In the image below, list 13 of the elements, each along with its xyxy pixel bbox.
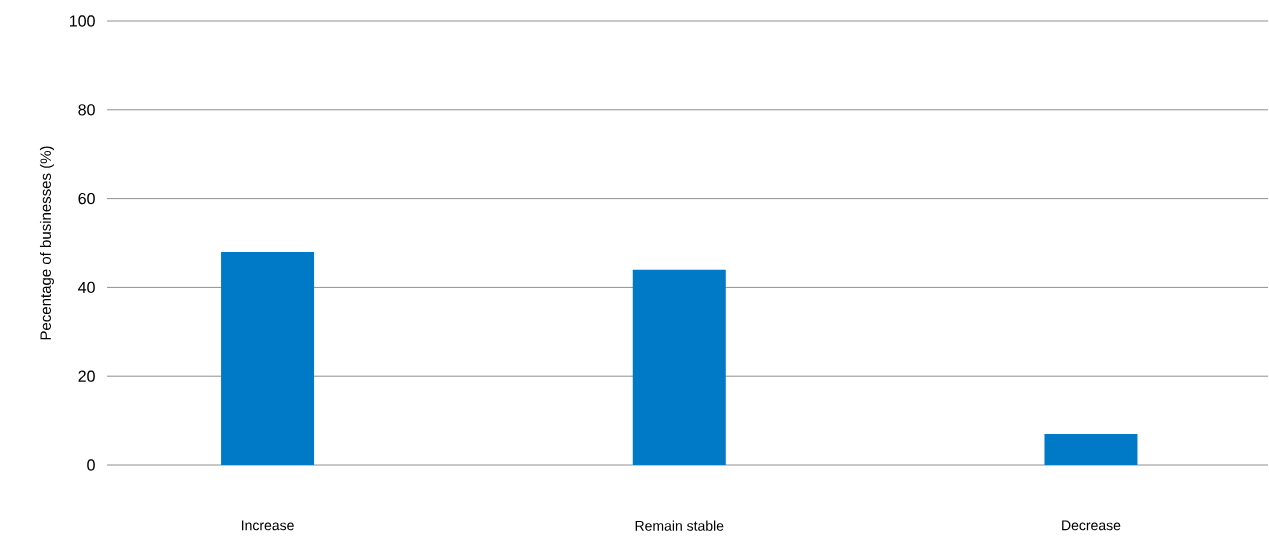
- y-tick-label: 80: [78, 104, 95, 116]
- bar: [1044, 433, 1138, 465]
- y-axis-title: Pecentage of businesses (%): [39, 146, 54, 340]
- y-tick-label: 20: [78, 370, 95, 382]
- y-tick-label: 0: [87, 459, 95, 471]
- x-tick-label: Remain stable: [635, 520, 724, 531]
- y-tick-label: 60: [78, 192, 95, 205]
- bar: [632, 269, 726, 465]
- x-tick-label: Increase: [242, 520, 294, 531]
- y-tick-label: 100: [70, 15, 95, 27]
- y-tick-label: 40: [78, 281, 95, 294]
- bar: [221, 251, 315, 465]
- x-tick-label: Decrease: [1062, 520, 1121, 531]
